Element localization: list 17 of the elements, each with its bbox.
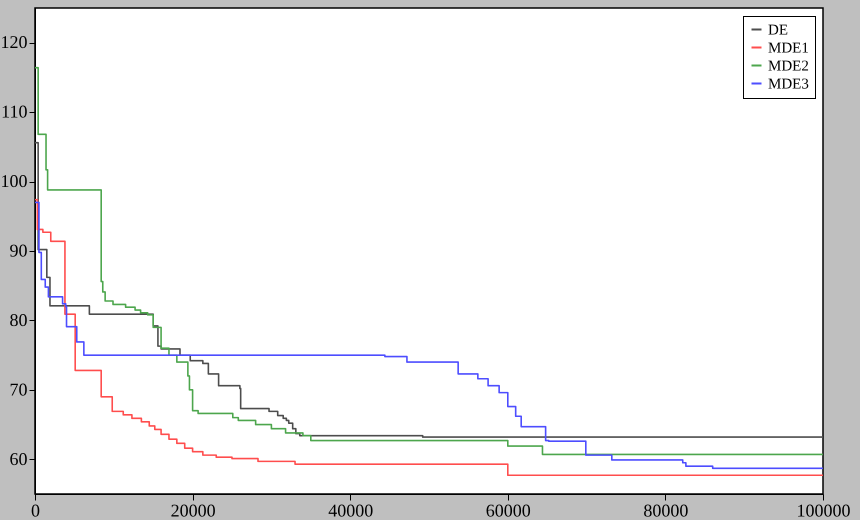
legend-label: MDE2: [768, 58, 809, 74]
x-tick-label: 40000: [328, 500, 374, 520]
y-tick-label: 110: [1, 102, 28, 122]
y-tick-label: 90: [10, 240, 28, 260]
y-tick-label: 80: [10, 310, 28, 330]
legend-label: DE: [768, 22, 788, 38]
y-tick-label: 70: [10, 379, 28, 400]
x-tick-label: 0: [31, 500, 40, 520]
legend-label: MDE3: [768, 76, 809, 92]
x-tick-label: 60000: [486, 500, 531, 520]
x-tick-label: 20000: [170, 500, 216, 520]
y-tick-label: 100: [0, 171, 28, 192]
y-tick-label: 120: [0, 32, 28, 52]
y-tick-label: 60: [10, 448, 28, 469]
x-tick-label: 80000: [643, 500, 688, 520]
legend-label: MDE1: [768, 40, 809, 56]
x-tick-label: 100000: [796, 500, 850, 520]
